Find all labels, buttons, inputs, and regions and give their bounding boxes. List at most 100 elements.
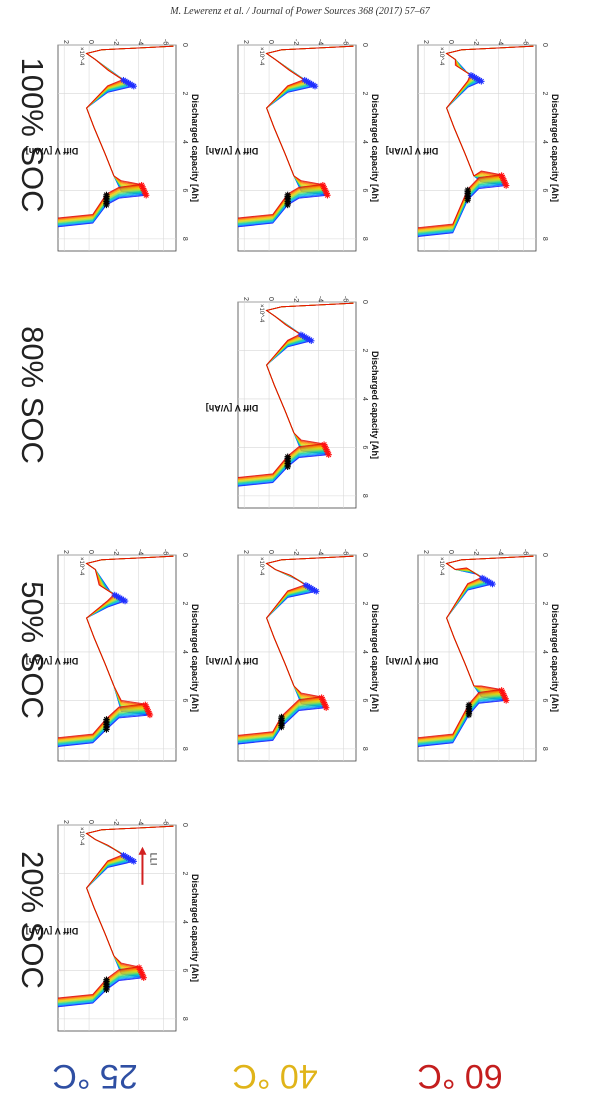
y-axis-title: Diff V [V/Ah] bbox=[206, 656, 259, 666]
y-tick-label: 2 bbox=[62, 820, 69, 824]
temperature-label: 60 °C bbox=[417, 1057, 502, 1095]
x-tick-label: 2 bbox=[181, 602, 188, 606]
dva-panel: 0 2 4 6 8 2 0 -2 -4 -6 ×10^-4 Diff V [V/Ah] Discharg… bbox=[206, 549, 380, 762]
x-tick-label: 6 bbox=[181, 698, 188, 702]
peak2-marker bbox=[319, 181, 327, 189]
x-tick-label: 2 bbox=[361, 92, 368, 96]
plot-frame bbox=[57, 554, 177, 762]
x-tick-label: 0 bbox=[361, 300, 368, 304]
dva-panel: 0 2 4 6 8 2 0 -2 -4 -6 ×10^-4 Diff V [V/Ah] Discharg… bbox=[386, 39, 560, 252]
x-tick-label: 0 bbox=[361, 553, 368, 557]
y-exponent: ×10^-4 bbox=[78, 47, 84, 66]
y-tick-label: -6 bbox=[162, 819, 169, 825]
peak2-marker bbox=[142, 701, 149, 709]
y-tick-label: -6 bbox=[162, 39, 169, 45]
x-tick-label: 4 bbox=[361, 140, 368, 144]
x-tick-label: 6 bbox=[181, 968, 188, 972]
y-axis-title: Diff V [V/Ah] bbox=[26, 926, 79, 936]
x-tick-label: 2 bbox=[541, 602, 548, 606]
y-tick-label: 0 bbox=[87, 820, 94, 824]
x-tick-label: 4 bbox=[181, 920, 188, 924]
x-tick-label: 0 bbox=[541, 43, 548, 47]
y-tick-label: -6 bbox=[522, 549, 529, 555]
y-tick-label: 2 bbox=[242, 297, 249, 301]
x-tick-label: 8 bbox=[541, 747, 548, 751]
peak2-marker bbox=[138, 181, 145, 189]
x-tick-label: 0 bbox=[181, 553, 188, 557]
y-tick-label: -2 bbox=[292, 296, 299, 302]
lli-arrow bbox=[138, 846, 147, 885]
soc-label: 50% SOC bbox=[15, 581, 50, 719]
dva-panel: 0 2 4 6 8 2 0 -2 -4 -6 ×10^-4 Diff V [V/Ah] Discharg… bbox=[26, 39, 200, 252]
y-tick-label: 0 bbox=[447, 40, 454, 44]
x-tick-label: 2 bbox=[361, 602, 368, 606]
y-exponent: ×10^-4 bbox=[438, 47, 444, 66]
curve-group bbox=[238, 555, 354, 745]
peak-top-marker bbox=[284, 191, 291, 199]
y-tick-label: 0 bbox=[447, 550, 454, 554]
lli-label: LLI bbox=[148, 853, 158, 866]
x-tick-label: 8 bbox=[541, 237, 548, 241]
y-exponent: ×10^-4 bbox=[78, 827, 84, 846]
x-axis-title: Discharged capacity [Ah] bbox=[190, 94, 200, 202]
x-axis-title: Discharged capacity [Ah] bbox=[190, 604, 200, 712]
y-tick-label: -6 bbox=[162, 549, 169, 555]
peak1-marker bbox=[467, 72, 475, 79]
x-tick-label: 4 bbox=[541, 140, 548, 144]
dva-curve bbox=[58, 825, 174, 999]
x-tick-label: 8 bbox=[181, 237, 188, 241]
x-tick-label: 6 bbox=[541, 698, 548, 702]
y-tick-label: -2 bbox=[112, 819, 119, 825]
y-tick-label: 2 bbox=[242, 40, 249, 44]
y-axis-title: Diff V [V/Ah] bbox=[386, 656, 439, 666]
peak1-marker bbox=[111, 591, 118, 599]
y-tick-label: -6 bbox=[522, 39, 529, 45]
peak1-marker bbox=[302, 582, 310, 589]
x-tick-label: 4 bbox=[361, 650, 368, 654]
x-tick-label: 6 bbox=[541, 188, 548, 192]
dva-curve bbox=[238, 45, 354, 219]
peak1-marker bbox=[297, 331, 305, 338]
x-axis-title: Discharged capacity [Ah] bbox=[190, 874, 200, 982]
curve-group bbox=[238, 302, 354, 487]
dva-panel: 0 2 4 6 8 2 0 -2 -4 -6 ×10^-4 Diff V [V/Ah] Discharg… bbox=[26, 549, 200, 762]
peak2-marker bbox=[498, 172, 505, 179]
dva-curve bbox=[418, 555, 534, 739]
dva-panel: 0 2 4 6 8 2 0 -2 -4 -6 ×10^-4 Diff V [V/Ah] Discharg… bbox=[26, 819, 200, 1032]
x-axis-title: Discharged capacity [Ah] bbox=[370, 94, 380, 202]
curve-group bbox=[58, 555, 174, 747]
soc-label: 20% SOC bbox=[15, 851, 50, 989]
dva-panel: 0 2 4 6 8 2 0 -2 -4 -6 ×10^-4 Diff V [V/Ah] Discharg… bbox=[206, 39, 380, 252]
y-tick-label: -6 bbox=[342, 296, 349, 302]
y-tick-label: 0 bbox=[267, 550, 274, 554]
x-tick-label: 4 bbox=[181, 650, 188, 654]
y-axis-title: Diff V [V/Ah] bbox=[206, 403, 259, 413]
dva-curve bbox=[58, 45, 174, 219]
dva-curve bbox=[418, 45, 534, 229]
x-tick-label: 8 bbox=[181, 1017, 188, 1021]
x-tick-label: 4 bbox=[181, 140, 188, 144]
y-tick-label: 2 bbox=[422, 40, 429, 44]
dva-curve bbox=[238, 302, 354, 478]
y-exponent: ×10^-4 bbox=[258, 47, 264, 66]
x-tick-label: 8 bbox=[361, 494, 368, 498]
x-tick-label: 0 bbox=[181, 823, 188, 827]
curve-group bbox=[418, 555, 534, 747]
y-axis-title: Diff V [V/Ah] bbox=[206, 146, 259, 156]
y-axis-title: Diff V [V/Ah] bbox=[26, 656, 79, 666]
x-axis-title: Discharged capacity [Ah] bbox=[370, 604, 380, 712]
x-tick-label: 8 bbox=[361, 747, 368, 751]
x-tick-label: 2 bbox=[181, 92, 188, 96]
dva-panel: 0 2 4 6 8 2 0 -2 -4 -6 ×10^-4 Diff V [V/Ah] Discharg… bbox=[206, 296, 380, 509]
y-exponent: ×10^-4 bbox=[78, 557, 84, 576]
peak-top-marker bbox=[103, 191, 110, 199]
y-tick-label: -2 bbox=[292, 39, 299, 45]
y-tick-label: -2 bbox=[472, 39, 479, 45]
x-tick-label: 4 bbox=[361, 397, 368, 401]
y-tick-label: -2 bbox=[112, 39, 119, 45]
x-tick-label: 8 bbox=[361, 237, 368, 241]
y-tick-label: -4 bbox=[317, 296, 324, 302]
y-tick-label: -2 bbox=[112, 549, 119, 555]
soc-label: 100% SOC bbox=[15, 57, 50, 212]
